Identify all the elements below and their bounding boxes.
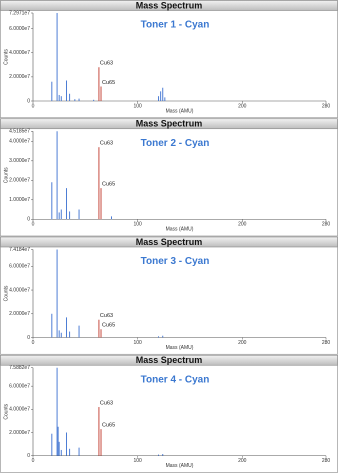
y-axis-label: Counts bbox=[3, 285, 9, 301]
y-tick-label: 7.4184e7 bbox=[9, 247, 30, 253]
annotation: Cu63 bbox=[100, 61, 113, 67]
x-tick-label: 200 bbox=[238, 458, 247, 464]
y-tick-label: 0 bbox=[27, 335, 30, 341]
x-tick-label: 280 bbox=[322, 222, 331, 228]
x-tick-label: 200 bbox=[238, 103, 247, 109]
y-axis-label: Counts bbox=[3, 49, 9, 65]
panel-border bbox=[0, 236, 338, 355]
x-tick-label: 100 bbox=[133, 222, 142, 228]
y-tick-label: 4.0000e7 bbox=[9, 50, 30, 56]
y-tick-label: 2.0000e7 bbox=[9, 74, 30, 80]
x-tick-label: 100 bbox=[133, 103, 142, 109]
panel-border bbox=[0, 118, 338, 237]
x-tick-label: 280 bbox=[322, 103, 331, 109]
annotation: Cu65 bbox=[102, 423, 115, 429]
x-tick-label: 0 bbox=[32, 340, 35, 346]
header: Mass Spectrum bbox=[136, 237, 203, 247]
annotation: Cu65 bbox=[102, 323, 115, 329]
x-tick-label: 0 bbox=[32, 458, 35, 464]
y-tick-label: 2.0000e7 bbox=[9, 311, 30, 317]
y-axis-label: Counts bbox=[3, 167, 9, 183]
x-tick-label: 0 bbox=[32, 222, 35, 228]
y-tick-label: 2.0000e7 bbox=[9, 430, 30, 436]
annotation: Cu65 bbox=[102, 80, 115, 86]
chart-title: Toner 1 - Cyan bbox=[141, 20, 210, 31]
y-tick-label: 4.0000e7 bbox=[9, 287, 30, 293]
x-tick-label: 0 bbox=[32, 103, 35, 109]
annotation: Cu63 bbox=[100, 313, 113, 319]
panel-border bbox=[0, 354, 338, 473]
y-tick-label: 2.0000e7 bbox=[9, 178, 30, 184]
chart-title: Toner 3 - Cyan bbox=[141, 256, 210, 267]
panel-border bbox=[0, 0, 338, 119]
y-tick-label: 0 bbox=[27, 453, 30, 459]
y-tick-label: 6.0000e7 bbox=[9, 383, 30, 389]
annotation: Cu65 bbox=[102, 182, 115, 188]
chart-title: Toner 4 - Cyan bbox=[141, 374, 210, 385]
x-axis-label: Mass (AMU) bbox=[166, 345, 194, 351]
y-tick-label: 0 bbox=[27, 98, 30, 104]
y-tick-label: 3.0000e7 bbox=[9, 158, 30, 164]
y-tick-label: 4.0000e7 bbox=[9, 407, 30, 413]
header: Mass Spectrum bbox=[136, 355, 203, 365]
y-tick-label: 6.0000e7 bbox=[9, 264, 30, 270]
x-tick-label: 100 bbox=[133, 458, 142, 464]
header: Mass Spectrum bbox=[136, 119, 203, 129]
x-axis-label: Mass (AMU) bbox=[166, 227, 194, 233]
y-tick-label: 4.5185e7 bbox=[9, 129, 30, 135]
x-tick-label: 280 bbox=[322, 458, 331, 464]
annotation: Cu63 bbox=[100, 141, 113, 147]
header: Mass Spectrum bbox=[136, 0, 203, 10]
x-axis-label: Mass (AMU) bbox=[166, 463, 194, 469]
y-tick-label: 1.0000e7 bbox=[9, 197, 30, 203]
y-tick-label: 7.2971e7 bbox=[9, 10, 30, 16]
y-tick-label: 7.5882e7 bbox=[9, 365, 30, 371]
x-tick-label: 200 bbox=[238, 340, 247, 346]
y-tick-label: 0 bbox=[27, 217, 30, 223]
y-tick-label: 4.0000e7 bbox=[9, 139, 30, 145]
x-tick-label: 200 bbox=[238, 222, 247, 228]
x-tick-label: 100 bbox=[133, 340, 142, 346]
y-axis-label: Counts bbox=[3, 403, 9, 419]
y-tick-label: 6.0000e7 bbox=[9, 26, 30, 32]
chart-title: Toner 2 - Cyan bbox=[141, 138, 210, 149]
x-tick-label: 280 bbox=[322, 340, 331, 346]
annotation: Cu63 bbox=[100, 400, 113, 406]
x-axis-label: Mass (AMU) bbox=[166, 108, 194, 114]
